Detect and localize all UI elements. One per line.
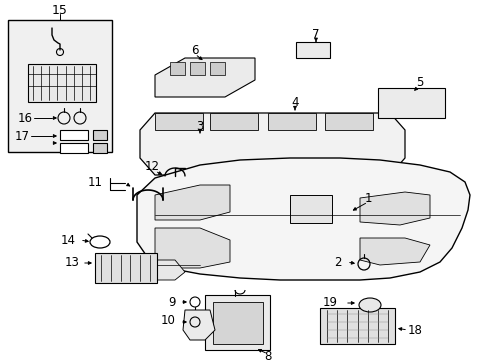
- Polygon shape: [325, 113, 372, 130]
- Text: 2: 2: [334, 256, 341, 269]
- Text: 3: 3: [196, 120, 203, 132]
- Bar: [8, 20, 112, 152]
- Text: 16: 16: [18, 112, 32, 125]
- Polygon shape: [377, 88, 444, 118]
- Text: 7: 7: [312, 28, 319, 41]
- Bar: [95, 253, 157, 283]
- Polygon shape: [170, 62, 184, 75]
- Polygon shape: [204, 295, 269, 350]
- Text: 18: 18: [407, 324, 422, 337]
- Polygon shape: [267, 113, 315, 130]
- Text: 4: 4: [291, 96, 298, 109]
- Polygon shape: [140, 113, 404, 175]
- Polygon shape: [155, 113, 203, 130]
- Text: 1: 1: [364, 192, 371, 204]
- Bar: [319, 308, 394, 344]
- Text: 13: 13: [64, 256, 79, 270]
- Polygon shape: [295, 42, 329, 58]
- Polygon shape: [359, 192, 429, 225]
- Text: 19: 19: [322, 297, 337, 310]
- Polygon shape: [209, 113, 258, 130]
- Polygon shape: [137, 158, 469, 280]
- Ellipse shape: [358, 298, 380, 312]
- Text: 10: 10: [160, 314, 175, 327]
- Bar: [60, 143, 88, 153]
- Bar: [213, 302, 263, 344]
- Text: 14: 14: [61, 234, 75, 247]
- Polygon shape: [190, 62, 204, 75]
- Text: 12: 12: [144, 161, 159, 174]
- Polygon shape: [155, 185, 229, 220]
- Polygon shape: [155, 58, 254, 97]
- Text: 15: 15: [52, 4, 68, 17]
- Text: 9: 9: [168, 296, 175, 309]
- Text: 11: 11: [87, 176, 102, 189]
- Bar: [28, 64, 96, 102]
- Polygon shape: [183, 310, 215, 340]
- Bar: [60, 130, 88, 140]
- Text: 6: 6: [191, 44, 198, 57]
- Text: 5: 5: [415, 77, 423, 90]
- Text: 17: 17: [15, 130, 29, 143]
- Polygon shape: [155, 228, 229, 268]
- Polygon shape: [148, 260, 184, 280]
- Bar: [289, 195, 331, 223]
- Bar: [93, 143, 107, 153]
- Bar: [93, 130, 107, 140]
- Polygon shape: [209, 62, 224, 75]
- Text: 8: 8: [264, 351, 271, 360]
- Polygon shape: [359, 238, 429, 265]
